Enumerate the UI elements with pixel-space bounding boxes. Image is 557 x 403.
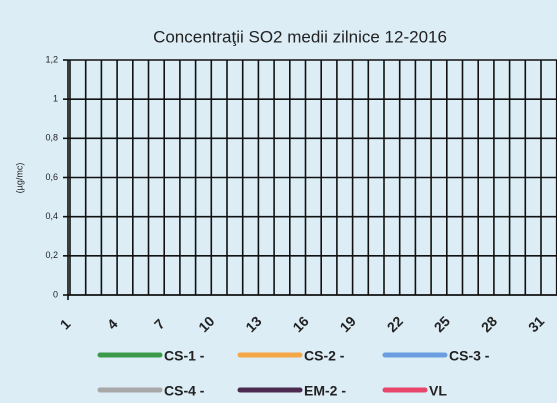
legend-label: EM-2 -: [304, 383, 346, 399]
chart-title: Concentraţii SO2 medii zilnice 12-2016: [153, 27, 447, 46]
legend-label: CS-1 -: [164, 348, 205, 364]
y-axis-label: (µg/mc): [14, 163, 24, 194]
y-tick-label: 0,6: [45, 172, 58, 182]
y-tick-label: 0,2: [45, 250, 58, 260]
y-tick-label: 1,2: [45, 54, 58, 64]
y-tick-label: 0: [53, 289, 58, 299]
legend-label: CS-2 -: [304, 348, 345, 364]
y-tick-label: 0,4: [45, 211, 58, 221]
y-tick-label: 1: [53, 94, 58, 104]
legend-label: CS-4 -: [164, 383, 205, 399]
legend-label: CS-3 -: [449, 348, 490, 364]
y-tick-label: 0,8: [45, 133, 58, 143]
legend-label: VL: [429, 383, 447, 399]
